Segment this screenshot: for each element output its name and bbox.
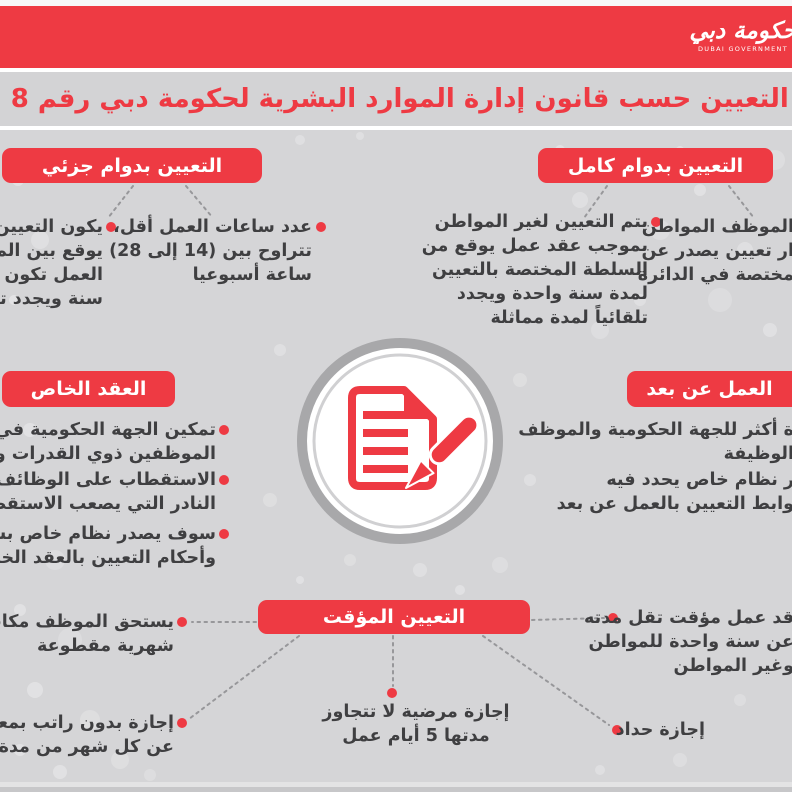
section-title: التعيين بدوام كامل xyxy=(567,154,744,177)
bullet-dot xyxy=(387,688,397,698)
title-bar: م وأساليب التعيين حسب قانون إدارة الموار… xyxy=(0,72,792,126)
bullet-text-remote-work-1: ة أكثر للجهة الحكومية والموظف الوظيفة xyxy=(518,420,792,464)
section-header-special-contract: العقد الخاص xyxy=(2,371,175,407)
bullet-dot xyxy=(177,718,187,728)
bullet-text-temporary-unpaid-leave: إجازة بدون راتب بمعدل يو عن كل شهر من مد… xyxy=(0,713,174,757)
bottom-strip-dark xyxy=(0,787,792,792)
bullet-text-part-time-hours: عدد ساعات العمل أقل، تتراوح بين (14 إلى … xyxy=(109,217,312,285)
dubai-government-logo-arabic: حكومة دبي xyxy=(689,18,792,44)
bottom-strip-light xyxy=(0,782,792,787)
bullet-text-full-time-noncitizen: يتم التعيين لغير المواطن بموجب عقد عمل ي… xyxy=(421,212,648,328)
section-title: العقد الخاص xyxy=(30,378,147,400)
bullet-dot xyxy=(106,222,116,232)
bullet-dot xyxy=(177,617,187,627)
bullet-dot xyxy=(612,725,622,735)
section-title: التعيين المؤقت xyxy=(322,606,466,628)
section-header-temporary: التعيين المؤقت xyxy=(258,600,530,634)
bullet-dot xyxy=(316,222,326,232)
header-red-band: حكومة دبي DUBAI GOVERNMENT xyxy=(0,6,792,68)
bullet-text-remote-work-2: ر نظام خاص يحدد فيه وابط التعيين بالعمل … xyxy=(556,470,792,514)
bullet-dot xyxy=(651,217,661,227)
bullet-text-full-time-citizen: الموظف المواطن ار تعيين يصدر عن مختصة في… xyxy=(637,217,792,285)
top-white-strip xyxy=(0,0,792,6)
divider-line xyxy=(0,68,792,72)
dotted-connector-lines xyxy=(107,185,755,726)
bullet-dot xyxy=(219,529,229,539)
bullet-text-temporary-reward: يستحق الموظف مكافأة شهرية مقطوعة xyxy=(0,612,174,656)
section-header-part-time: التعيين بدوام جزئي xyxy=(2,148,262,183)
background-dots xyxy=(9,132,785,781)
divider-line xyxy=(0,126,792,130)
document-and-pen-icon xyxy=(348,386,480,490)
section-title: التعيين بدوام جزئي xyxy=(41,154,223,177)
section-title: العمل عن بعد xyxy=(646,378,773,400)
section-header-remote-work: العمل عن بعد xyxy=(627,371,792,407)
infographic-title: م وأساليب التعيين حسب قانون إدارة الموار… xyxy=(0,84,792,114)
bullet-text-temporary-contract: قد عمل مؤقت تقل مدته عن سنة واحدة للمواط… xyxy=(584,608,792,676)
bullet-dot xyxy=(219,475,229,485)
bullet-text-special-contract-2: الاستقطاب على الوظائف ذات ال النادر التي… xyxy=(0,470,216,514)
bullet-text-special-contract-1: تمكين الجهة الحكومية في اس الموظفين ذوي … xyxy=(0,420,216,464)
bullet-text-part-time-contract: يكون التعيين م يوقع بين المو العمل تكون … xyxy=(0,217,103,309)
bullet-text-special-contract-3: سوف يصدر نظام خاص بشأن ش وأحكام التعيين … xyxy=(0,524,216,568)
bullet-dot xyxy=(608,613,618,623)
dubai-government-logo-english: DUBAI GOVERNMENT xyxy=(698,45,788,53)
dubai-government-logo: حكومة دبي DUBAI GOVERNMENT xyxy=(684,17,792,54)
bullet-text-temporary-mourning-leave: إجازة حداد xyxy=(615,720,705,740)
bullet-text-temporary-sick-leave: إجازة مرضية لا تتجاوز مدتها 5 أيام عمل xyxy=(322,702,510,746)
bullet-dot xyxy=(219,425,229,435)
section-header-full-time: التعيين بدوام كامل xyxy=(538,148,773,183)
